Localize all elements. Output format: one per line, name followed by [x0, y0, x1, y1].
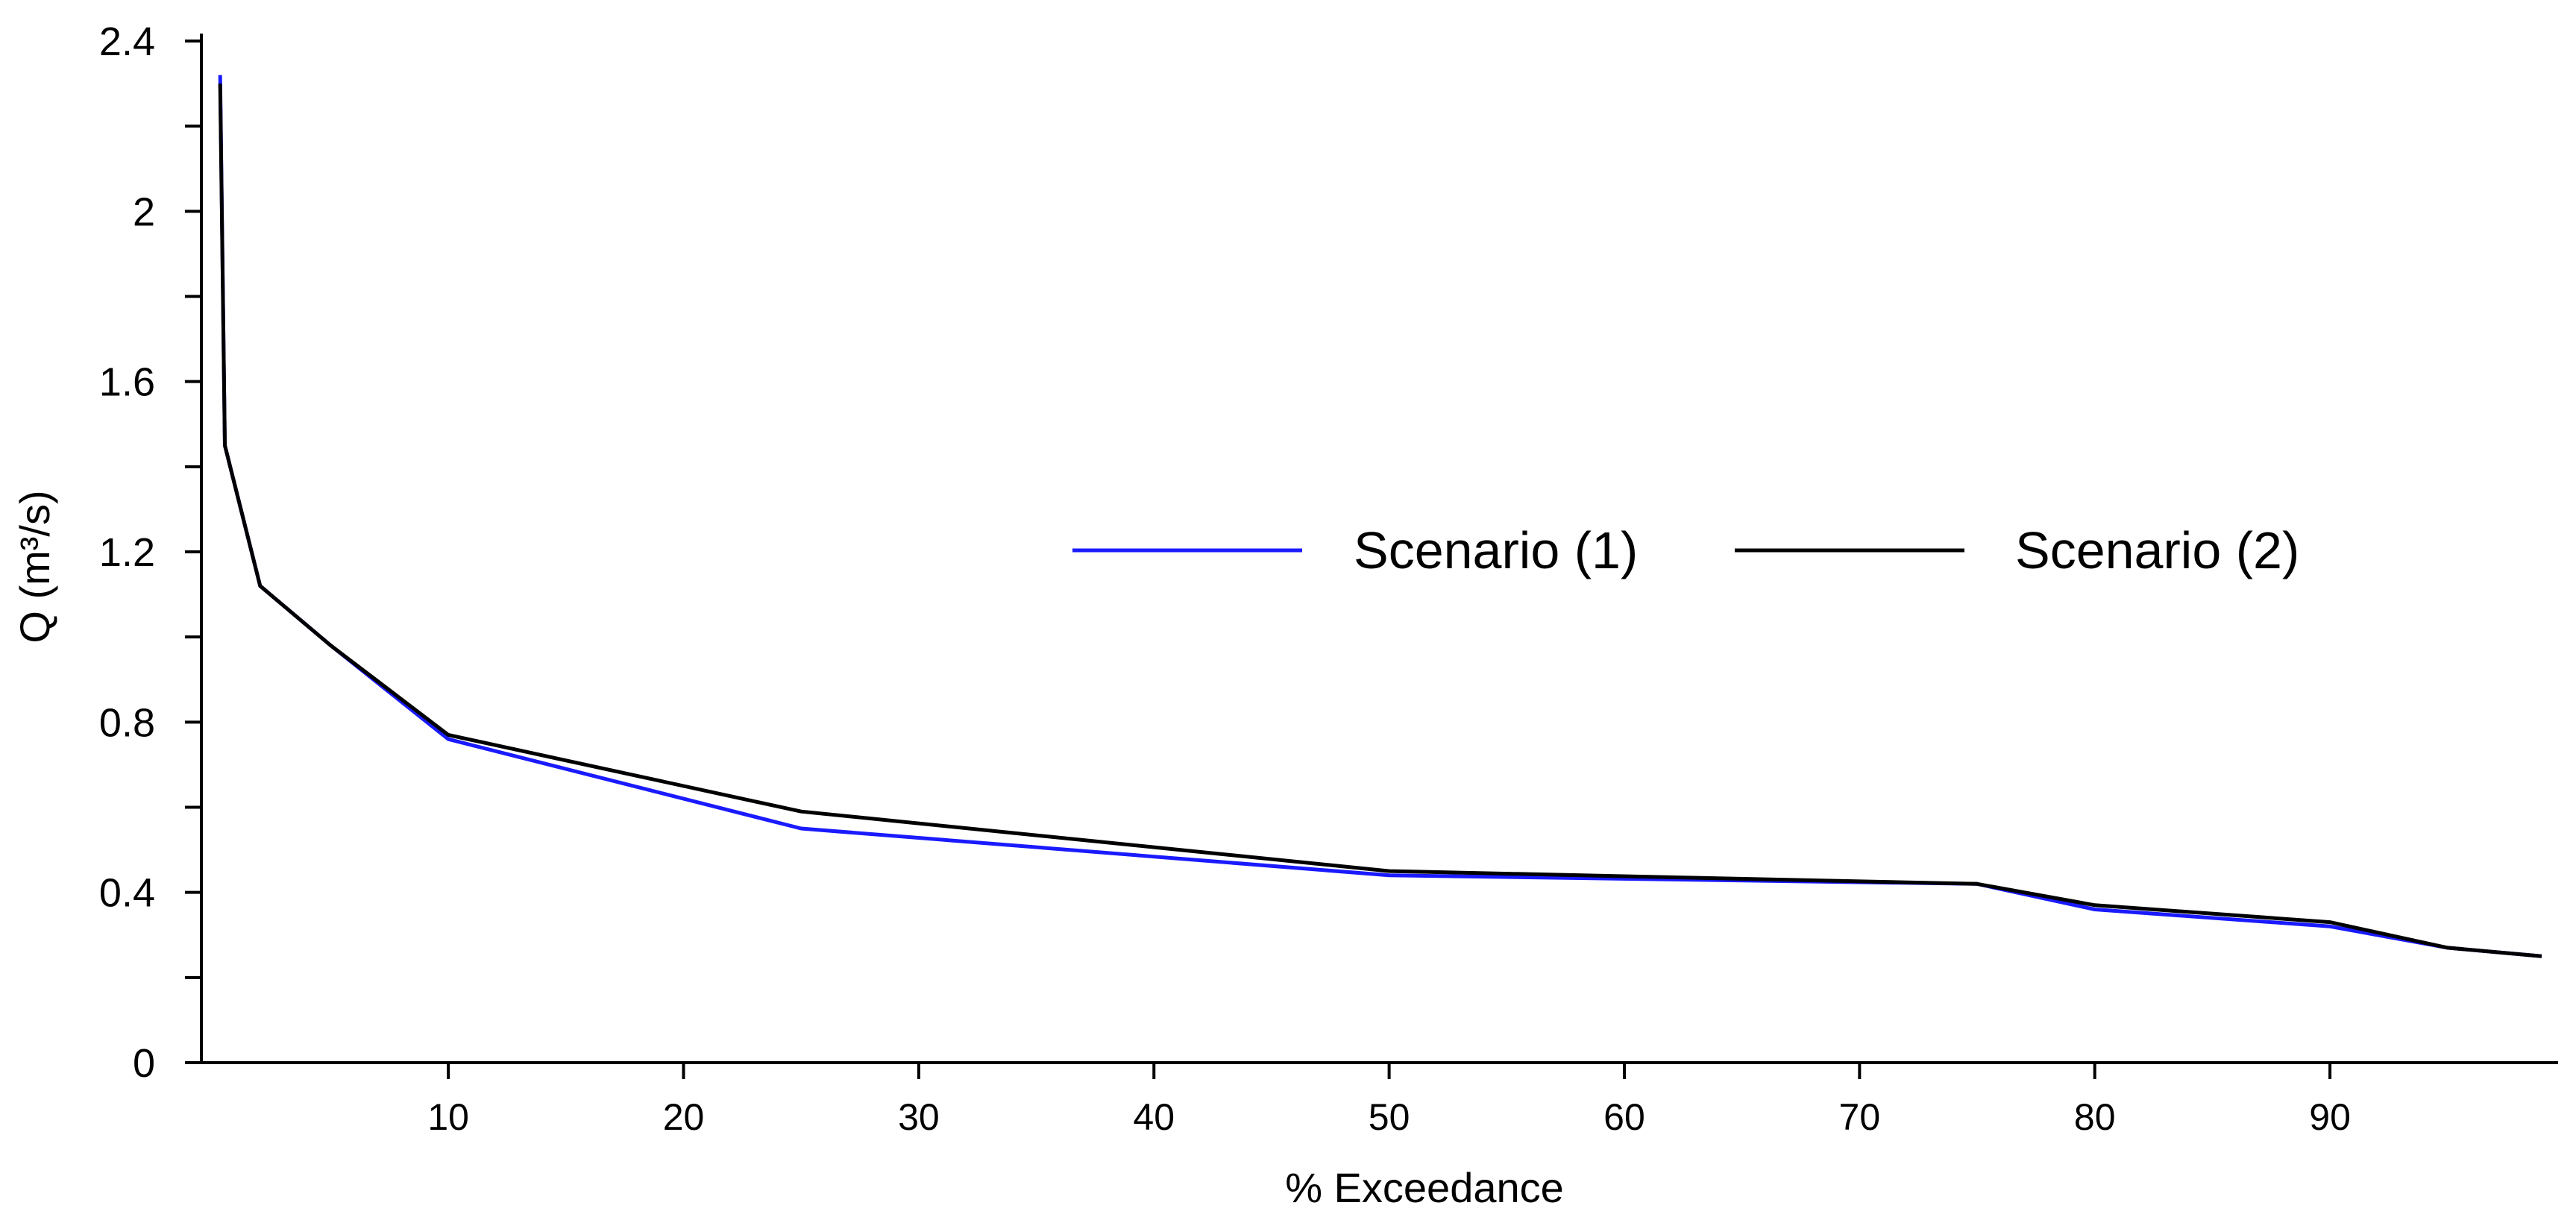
- axes: 10 20 30 40 50 60 70 80 90 0 0.4 0.8 1.2 1.6 2 2.4 % E…: [11, 19, 2558, 1211]
- x-tick-label: 80: [2074, 1096, 2116, 1138]
- x-tick-label: 60: [1603, 1096, 1645, 1138]
- series-line-1: [218, 75, 2542, 958]
- legend: Scenario (1) Scenario (2): [1072, 521, 2299, 579]
- x-tick-label: 20: [663, 1096, 705, 1138]
- legend-label-1: Scenario (1): [1354, 521, 1638, 579]
- y-tick-label: 1.6: [99, 360, 155, 405]
- x-tick-label: 90: [2309, 1096, 2351, 1138]
- y-tick-label: 2.4: [99, 19, 155, 64]
- plot-area: [218, 75, 2542, 958]
- y-tick-label: 0.4: [99, 871, 155, 916]
- y-tick-label: 1.2: [99, 530, 155, 575]
- y-tick-label: 0.8: [99, 700, 155, 745]
- y-tick-label: 2: [133, 189, 155, 234]
- y-axis-label: Q (m³/s): [11, 490, 58, 643]
- series-line-2: [218, 84, 2542, 958]
- x-axis-label: % Exceedance: [1285, 1164, 1564, 1211]
- x-tick-label: 40: [1133, 1096, 1175, 1138]
- x-tick-label: 70: [1839, 1096, 1881, 1138]
- legend-label-2: Scenario (2): [2015, 521, 2299, 579]
- x-tick-label: 50: [1369, 1096, 1410, 1138]
- x-tick-label: 30: [898, 1096, 940, 1138]
- y-ticks: 0 0.4 0.8 1.2 1.6 2 2.4: [99, 19, 201, 1086]
- x-tick-label: 10: [427, 1096, 469, 1138]
- x-ticks: 10 20 30 40 50 60 70 80 90: [427, 1063, 2351, 1138]
- y-tick-label: 0: [133, 1041, 155, 1086]
